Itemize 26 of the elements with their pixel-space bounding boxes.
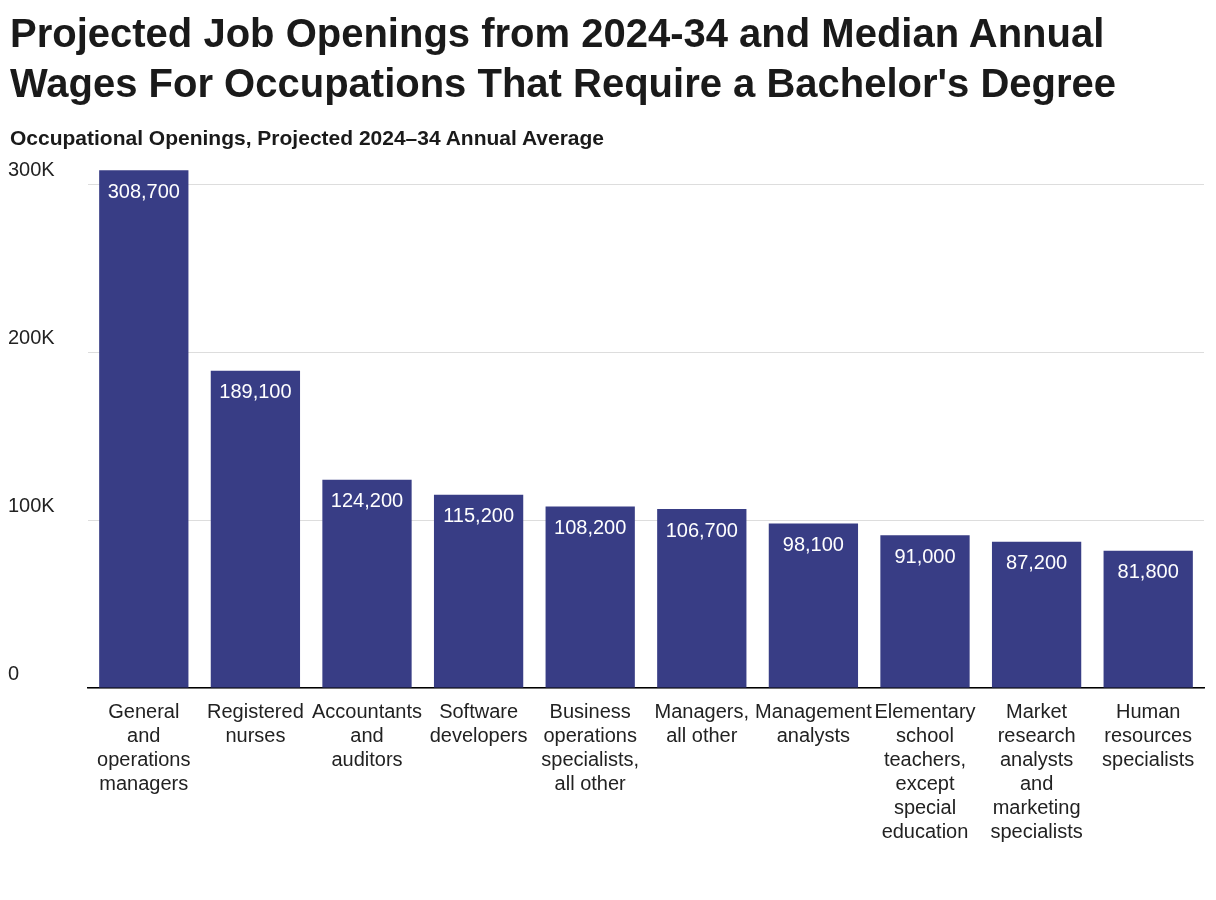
x-tick-label: Market research analysts and marketing specialists [990,699,1083,842]
data-label: 308,700 [107,179,180,202]
x-tick-label: Management analysts [755,699,873,746]
x-tick-label: Human resources specialists [1102,699,1195,770]
data-label: 189,100 [219,380,292,403]
chart-title: Projected Job Openings from 2024-34 and Median Annual Wages For Occupations That Require a Bachelor's Degree [10,10,1118,107]
data-label: 115,200 [443,504,515,527]
data-label: 98,100 [782,532,844,555]
data-label: 91,000 [894,544,956,567]
x-tick-label: Accountants and auditors [311,699,423,770]
x-tick-label: Elementary school teachers, except special education [874,699,976,842]
y-tick-label: 0 [8,661,20,684]
y-tick-label: 300K [8,158,56,181]
y-tick-label: 100K [8,493,56,516]
x-tick-label: Managers, all other [654,699,750,746]
y-axis-title: Occupational Openings, Projected 2024–34 Annual Average [10,126,606,150]
data-label: 106,700 [665,518,738,541]
data-label: 81,800 [1117,560,1179,583]
data-label: 87,200 [1006,551,1068,574]
x-tick-label: Registered nurses [207,699,304,746]
x-tick-label: Software developers [429,699,528,746]
data-label: 124,200 [330,489,404,512]
x-tick-label: Business operations specialists, all other [541,699,640,794]
y-tick-label: 200K [8,326,56,349]
x-tick-label: General and operations managers [97,699,191,794]
data-label: 108,200 [554,516,627,539]
